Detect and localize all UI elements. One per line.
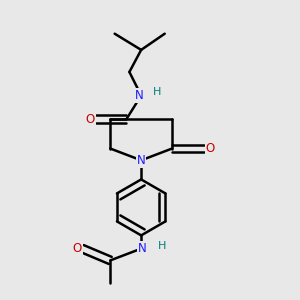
Text: H: H [153,87,161,97]
Text: N: N [135,89,144,102]
Text: O: O [206,142,215,155]
Text: N: N [138,242,147,255]
Text: N: N [137,154,146,167]
Text: O: O [85,112,95,126]
Text: O: O [72,242,82,255]
Text: H: H [158,241,166,251]
